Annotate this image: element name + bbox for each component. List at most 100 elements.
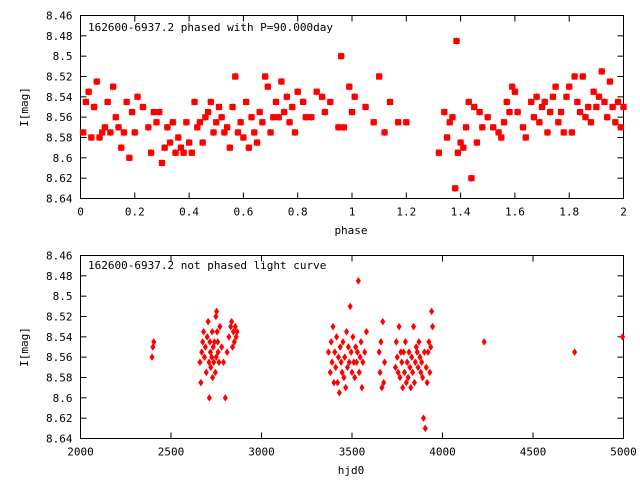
data-point [377,368,383,377]
data-point [563,93,570,101]
plot-frame [80,255,624,439]
data-point [219,343,225,351]
data-point [131,129,139,136]
data-point [220,129,228,136]
data-point [166,139,174,146]
data-point [376,348,382,356]
data-point [424,378,430,387]
data-point [530,113,538,121]
data-point [205,317,211,326]
data-point [336,389,342,397]
data-point [144,123,152,131]
data-point [267,129,274,136]
data-point [459,144,467,152]
data-point [259,118,266,126]
data-point [379,383,385,392]
data-point [233,333,239,341]
data-point [199,139,207,146]
data-point [598,68,606,75]
data-point [278,78,285,85]
data-point [209,328,215,336]
data-point [353,358,360,366]
data-point [104,98,112,106]
data-point [216,358,222,366]
data-points [149,277,626,433]
x-axis-title: hjd0 [338,464,365,477]
x-tick-label: 0.2 [125,206,145,219]
data-point [202,343,208,351]
data-point [242,98,250,106]
y-axis-ticks: 8.46 8.48 8.5 8.52 8.54 8.56 8.58 8.6 8.62 8.64 [46,250,624,446]
y-tick-label: 8.58 [46,372,73,385]
x-tick-label: 4500 [520,446,547,459]
data-point [215,103,223,111]
data-point [206,358,212,366]
x-tick-label: 1.4 [451,206,471,219]
data-point [214,307,220,316]
x-tick-label: 0.8 [288,206,308,219]
data-point [429,307,435,316]
data-point [429,322,436,331]
data-point [224,348,230,356]
data-point [409,353,415,361]
data-point [557,108,565,116]
y-tick-label: 8.5 [53,290,73,303]
data-point [207,338,213,346]
data-point [592,103,600,111]
data-point [394,353,400,361]
data-point [325,348,332,356]
data-point [347,302,353,311]
data-point [333,363,339,372]
data-point [200,338,206,346]
data-point [418,368,424,377]
data-point [234,328,240,336]
data-point [208,363,214,372]
data-point [617,123,625,131]
data-point [573,98,581,106]
data-point [318,93,326,101]
data-point [128,108,136,116]
y-tick-label: 8.6 [53,392,73,405]
plot-title: 162600-6937.2 not phased light curve [88,259,326,272]
data-point [362,348,368,356]
data-point [527,98,535,106]
data-point [253,139,261,146]
data-point [220,358,227,366]
y-axis-title: I[mag] [18,87,31,127]
data-point [481,338,487,346]
data-point [151,338,157,346]
data-point [123,98,131,106]
y-tick-label: 8.52 [46,311,73,324]
data-point [232,322,238,331]
data-point [402,338,408,346]
x-tick-label: 1 [349,206,356,219]
data-point [571,73,579,80]
data-point [294,88,302,96]
data-point [584,103,592,111]
data-point [538,103,546,111]
data-point [180,149,188,157]
data-point [226,333,232,341]
data-point [541,98,549,106]
x-tick-label: 1.2 [396,206,416,219]
data-point [420,414,427,422]
data-point [399,358,405,366]
data-point [404,358,410,366]
data-point [334,333,340,341]
data-point [222,394,228,402]
data-point [198,378,204,387]
data-point [402,118,410,126]
data-point [344,363,351,372]
data-point [223,123,231,131]
x-axis-ticks: 0 0.2 0.4 0.6 0.8 1 1.2 1.4 1.6 1.8 2 [77,15,627,219]
data-point [511,88,519,96]
data-point [417,353,423,361]
y-tick-label: 8.54 [46,91,73,104]
data-point [230,328,237,336]
data-point [350,333,356,341]
data-point [332,348,338,356]
y-axis-ticks: 8.46 8.48 8.5 8.52 8.54 8.56 8.58 8.6 8.62 8.64 [46,10,624,206]
y-tick-label: 8.62 [46,172,73,185]
data-point [343,383,349,392]
